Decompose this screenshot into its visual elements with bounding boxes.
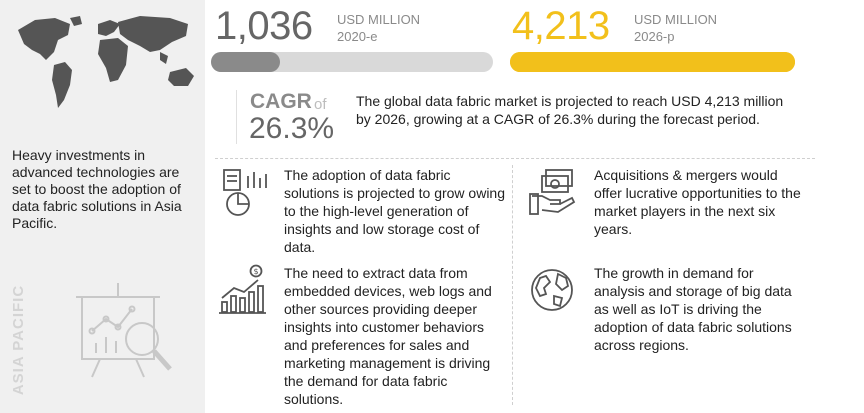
stat-2020-value: 1,036: [215, 4, 313, 48]
market-summary: The global data fabric market is project…: [356, 93, 784, 127]
growth-bar-chart-icon: $: [219, 264, 266, 314]
feature-adoption-text: The adoption of data fabric solutions is…: [284, 167, 506, 255]
cagr-bracket: [236, 90, 247, 144]
stat-2020-unit: USD MILLION: [337, 12, 421, 27]
stat-2026-bar: [510, 52, 795, 72]
stat-2026-bar-fill: [510, 52, 795, 72]
money-hand-icon: [529, 169, 576, 215]
feature-acquisitions-text: Acquisitions & mergers would offer lucra…: [594, 167, 801, 237]
stat-2026: 4,213 USD MILLION 2026-p: [510, 4, 802, 84]
feature-data-extraction: $ The need to extract data from embedded…: [218, 264, 508, 409]
stat-2020-bar-fill: [211, 52, 281, 72]
feature-big-data: The growth in demand for analysis and st…: [528, 264, 818, 364]
cagr-value: 26.3%: [249, 112, 335, 145]
cagr-label: CAGR: [250, 90, 312, 113]
feature-acquisitions: Acquisitions & mergers would offer lucra…: [528, 166, 808, 256]
pie-chart-report-icon: [223, 169, 267, 216]
cagr-of: of: [314, 96, 327, 113]
horizontal-divider: [215, 158, 815, 159]
stat-2026-year: 2026-p: [634, 29, 675, 44]
stat-2026-value: 4,213: [512, 4, 610, 48]
world-map-icon: [18, 16, 194, 108]
stat-2020-year: 2020-e: [337, 29, 378, 44]
feature-big-data-text: The growth in demand for analysis and st…: [594, 265, 792, 353]
stat-2020: 1,036 USD MILLION 2020-e: [211, 4, 505, 84]
stat-2020-bar: [211, 52, 493, 72]
vertical-divider: [512, 165, 513, 405]
region-description: Heavy investments in advanced technologi…: [12, 147, 182, 231]
left-panel: Heavy investments in advanced technologi…: [0, 0, 205, 413]
analysis-magnifier-icon: [76, 283, 172, 378]
stat-2026-unit: USD MILLION: [634, 12, 718, 27]
svg-text:$: $: [254, 267, 259, 276]
feature-data-extraction-text: The need to extract data from embedded d…: [284, 265, 492, 407]
globe-icon: [531, 269, 573, 311]
feature-adoption: The adoption of data fabric solutions is…: [218, 166, 508, 266]
region-label: ASIA PACIFIC: [10, 284, 27, 396]
